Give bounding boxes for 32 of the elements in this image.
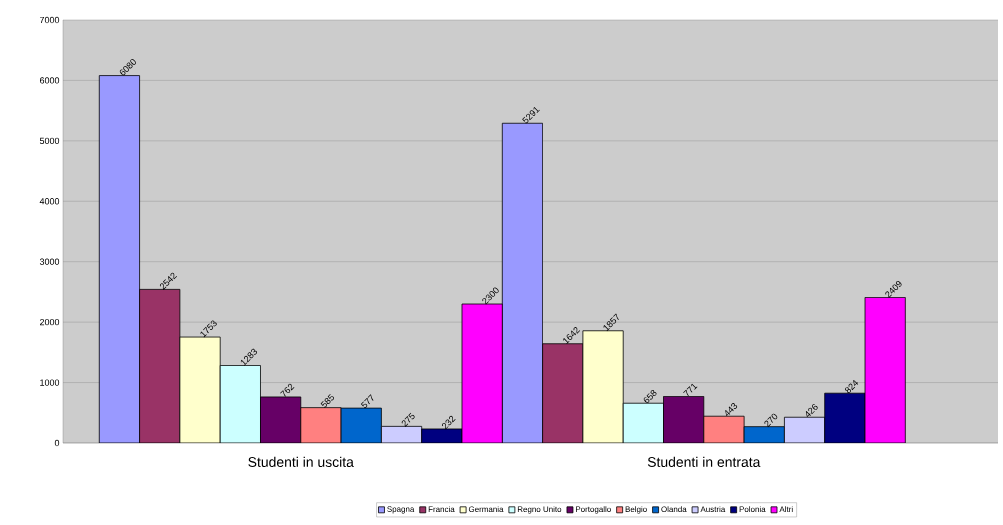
bar <box>139 288 181 443</box>
data-label: 270 <box>764 413 778 428</box>
data-label: 426 <box>805 404 818 417</box>
y-tick-label: 7000 <box>40 16 60 24</box>
y-tick-label: 3000 <box>39 258 60 265</box>
data-label: 585 <box>320 394 335 408</box>
bar <box>98 75 140 443</box>
bar <box>784 416 826 443</box>
y-tick-label: 6000 <box>40 77 60 84</box>
data-label: 771 <box>683 383 698 397</box>
bar <box>663 396 705 443</box>
data-label: 658 <box>643 390 657 403</box>
y-tick-label: 4000 <box>39 198 60 205</box>
bar <box>260 396 302 443</box>
bar <box>542 343 584 443</box>
y-tick-label: 1000 <box>40 379 60 386</box>
x-tick-label: Studenti in entrata <box>647 456 761 467</box>
data-label: 275 <box>401 412 415 427</box>
bar <box>219 365 261 443</box>
y-tick-label: 5000 <box>39 137 60 145</box>
bar <box>824 392 866 443</box>
data-label: 232 <box>442 415 456 430</box>
data-label: 577 <box>360 394 374 409</box>
bar <box>340 407 382 443</box>
bar <box>501 122 543 443</box>
x-tick-label: Studenti in uscita <box>248 456 354 467</box>
y-tick-label: 0 <box>54 439 60 447</box>
data-label: 824 <box>845 379 859 394</box>
data-label: 443 <box>725 403 738 416</box>
data-label: 762 <box>280 383 295 397</box>
y-tick-label: 2000 <box>40 318 60 326</box>
bar <box>622 402 664 443</box>
